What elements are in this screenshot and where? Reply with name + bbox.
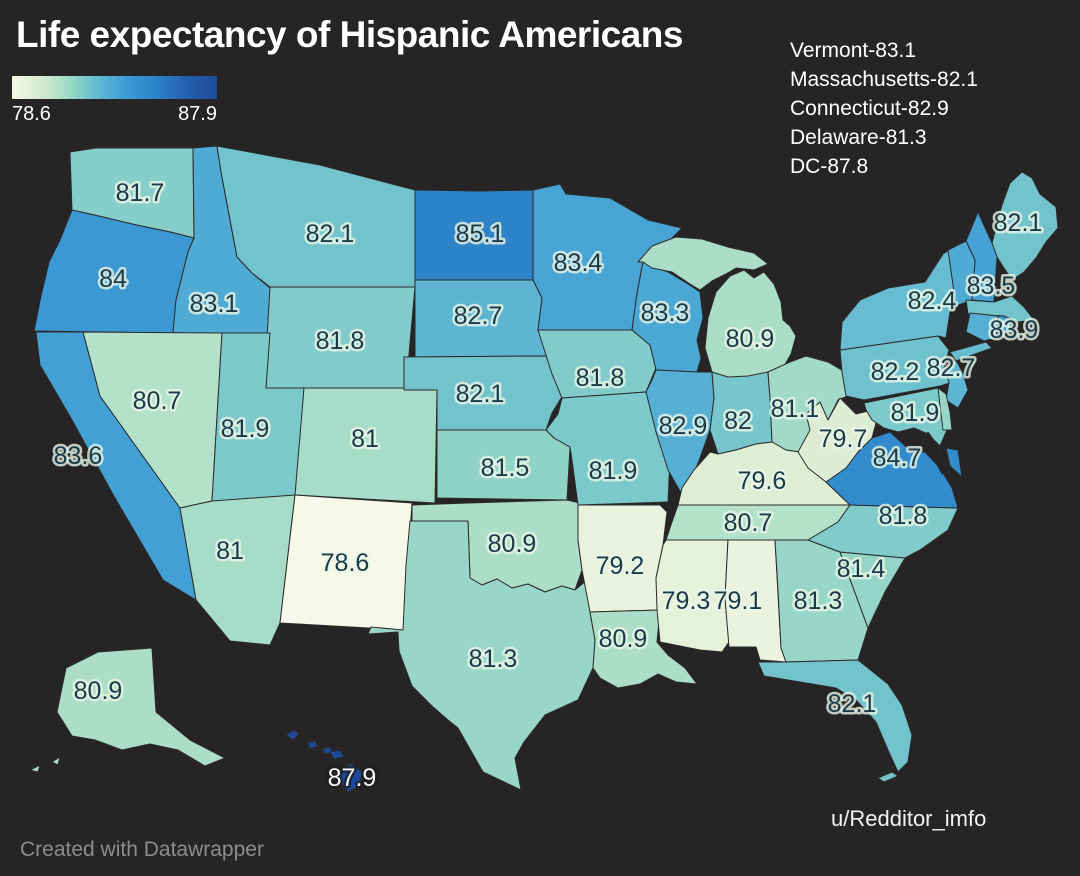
state-value-label-ok: 80.9 — [488, 530, 537, 558]
state-hi[interactable] — [337, 763, 363, 793]
state-value-label-ak: 80.9 — [74, 677, 123, 705]
annotation-line: Vermont-83.1 — [790, 39, 917, 62]
chesapeake-bay — [921, 431, 951, 475]
state-value-label-ut: 81.9 — [221, 415, 270, 443]
state-value-label-in: 82 — [724, 407, 752, 435]
state-fl[interactable] — [877, 771, 899, 783]
state-value-label-az: 81 — [216, 537, 244, 565]
state-value-label-ne: 82.1 — [456, 380, 505, 408]
state-value-label-mt: 82.1 — [306, 220, 355, 248]
state-value-label-ks: 81.5 — [481, 454, 530, 482]
state-ak[interactable] — [56, 647, 226, 767]
annotation-line: Connecticut-82.9 — [790, 97, 949, 120]
state-value-label-il: 82.9 — [659, 412, 708, 440]
annotation-line: Delaware-81.3 — [790, 126, 927, 149]
state-value-label-ny: 82.4 — [908, 287, 957, 315]
state-value-label-id: 83.1 — [190, 290, 239, 318]
state-value-label-va: 84.7 — [873, 444, 922, 472]
state-wi[interactable] — [631, 261, 704, 373]
state-az[interactable] — [179, 494, 296, 646]
state-value-label-wy: 81.8 — [316, 327, 365, 355]
state-value-label-wa: 81.7 — [116, 179, 165, 207]
state-value-label-nv: 80.7 — [133, 387, 182, 415]
annotation-line: Massachusetts-82.1 — [790, 68, 978, 91]
state-hi[interactable] — [329, 749, 345, 760]
state-value-label-nd: 85.1 — [456, 220, 505, 248]
state-fl[interactable] — [757, 659, 913, 773]
state-value-label-wi: 83.3 — [641, 299, 690, 327]
state-de[interactable] — [937, 387, 953, 431]
northeast-values-annotation: Vermont-83.1 Massachusetts-82.1 Connecticu… — [790, 36, 978, 181]
color-legend: 78.6 87.9 — [12, 76, 217, 126]
state-value-label-mn: 83.4 — [554, 249, 603, 277]
state-value-label-al: 79.1 — [714, 587, 763, 615]
state-vt[interactable] — [947, 240, 976, 307]
state-ak[interactable] — [51, 756, 61, 766]
annotation-line: DC-87.8 — [790, 155, 869, 178]
state-la[interactable] — [589, 609, 698, 689]
state-value-label-sd: 82.7 — [454, 302, 503, 330]
legend-labels: 78.6 87.9 — [12, 103, 217, 126]
author-credit: u/Redditor_imfo — [831, 806, 987, 831]
state-value-label-mi: 80.9 — [726, 325, 775, 353]
state-value-label-ca: 83.6 — [54, 442, 103, 470]
state-hi[interactable] — [306, 740, 319, 750]
state-value-label-fl: 82.1 — [828, 690, 877, 718]
legend-gradient-bar — [12, 76, 217, 99]
state-value-label-sc: 81.4 — [837, 555, 886, 583]
state-value-label-ar: 79.2 — [596, 552, 645, 580]
state-ct[interactable] — [965, 312, 999, 342]
state-value-label-nh: 83.5 — [967, 272, 1016, 300]
state-value-label-or: 84 — [99, 265, 127, 293]
state-tx[interactable] — [367, 520, 596, 791]
state-value-label-nj: 82.7 — [927, 354, 976, 382]
state-value-label-nm: 78.6 — [321, 549, 370, 577]
state-hi[interactable] — [285, 729, 300, 741]
state-value-label-mo: 81.9 — [589, 457, 638, 485]
state-pa[interactable] — [839, 335, 954, 401]
state-value-label-ga: 81.3 — [794, 587, 843, 615]
legend-max-label: 87.9 — [178, 103, 217, 125]
state-mt[interactable] — [216, 145, 416, 288]
state-nc[interactable] — [807, 504, 959, 559]
state-value-label-nc: 81.8 — [879, 502, 928, 530]
state-value-label-oh: 81.1 — [771, 395, 820, 423]
state-value-label-tn: 80.7 — [724, 509, 773, 537]
state-value-label-hi: 87.9 — [328, 764, 377, 792]
state-ny[interactable] — [839, 242, 967, 351]
state-mi[interactable] — [637, 236, 769, 291]
state-value-label-ky: 79.6 — [738, 467, 787, 495]
chart-title: Life expectancy of Hispanic Americans — [16, 14, 683, 55]
state-value-label-tx: 81.3 — [469, 645, 518, 673]
state-value-label-ia: 81.8 — [576, 364, 625, 392]
datawrapper-watermark: Created with Datawrapper — [20, 838, 264, 861]
state-me[interactable] — [991, 171, 1059, 281]
state-ak[interactable] — [29, 764, 41, 773]
state-value-label-pa: 82.2 — [871, 358, 920, 386]
state-co[interactable] — [294, 387, 438, 504]
state-value-label-wv: 79.7 — [819, 425, 868, 453]
state-va[interactable] — [945, 447, 963, 478]
state-value-label-la: 80.9 — [599, 625, 648, 653]
state-mi[interactable] — [704, 269, 797, 378]
state-value-label-ms: 79.3 — [662, 587, 711, 615]
state-value-label-me: 82.1 — [994, 209, 1043, 237]
state-value-label-md: 81.9 — [891, 399, 940, 427]
legend-min-label: 78.6 — [12, 103, 51, 125]
state-value-label-ri: 83.9 — [990, 316, 1039, 344]
state-ny[interactable] — [949, 341, 993, 362]
state-value-label-co: 81 — [351, 425, 379, 453]
state-nj[interactable] — [943, 359, 969, 409]
